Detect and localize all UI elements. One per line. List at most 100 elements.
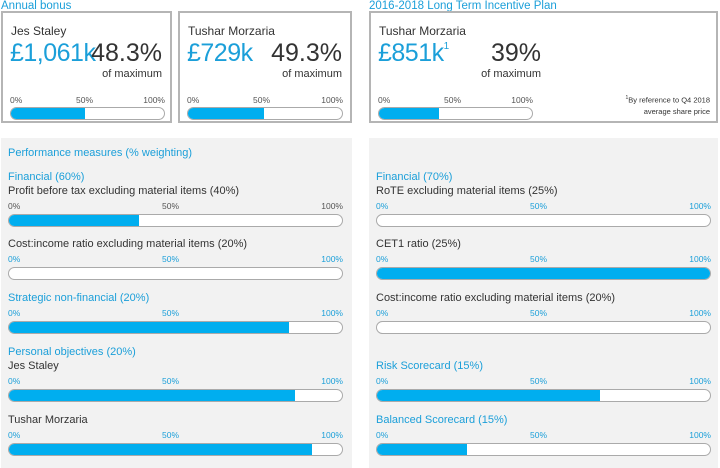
strategic-bar	[8, 321, 343, 334]
cet1-label: CET1 ratio (25%)	[376, 238, 461, 250]
bar-ticks: 0% 50% 100%	[376, 376, 711, 387]
amount-value: £851k	[378, 39, 444, 67]
tick-0: 0%	[8, 201, 21, 211]
card-name: Jes Staley	[11, 24, 67, 38]
percent-of-maximum: 39%	[490, 39, 541, 67]
of-maximum-label: of maximum	[102, 68, 162, 80]
cost-income-bar	[376, 321, 711, 334]
financial-heading: Financial (70%)	[376, 171, 453, 183]
of-maximum-label: of maximum	[481, 68, 541, 80]
tick-0: 0%	[187, 95, 200, 105]
footnote-line-2: average share price	[643, 106, 710, 116]
bar-ticks: 0% 50% 100%	[10, 95, 165, 106]
tick-100: 100%	[321, 376, 343, 386]
tick-100: 100%	[689, 430, 711, 440]
bar-ticks: 0% 50% 100%	[8, 308, 343, 319]
tick-100: 100%	[321, 254, 343, 264]
ltip-card-tushar-morzaria: Tushar Morzaria £851k1 39% of maximum 1B…	[369, 11, 718, 123]
rote-bar	[376, 214, 711, 227]
tick-0: 0%	[8, 308, 21, 318]
progress-fill	[9, 215, 139, 226]
of-maximum-label: of maximum	[282, 68, 342, 80]
progress-bar	[187, 107, 343, 120]
cet1-bar	[376, 267, 711, 280]
strategic-heading: Strategic non-financial (20%)	[8, 292, 150, 304]
tick-100: 100%	[321, 95, 343, 105]
tick-100: 100%	[511, 95, 533, 105]
tick-100: 100%	[689, 376, 711, 386]
cost-income-label: Cost:income ratio excluding material ite…	[8, 238, 248, 250]
tick-50: 50%	[530, 254, 548, 264]
financial-heading: Financial (60%)	[8, 171, 85, 183]
tick-100: 100%	[143, 95, 165, 105]
bar-ticks: 0% 50% 100%	[8, 254, 343, 265]
progress-fill	[11, 108, 85, 119]
tick-50: 50%	[530, 376, 548, 386]
progress-fill	[9, 322, 289, 333]
tick-0: 0%	[8, 376, 21, 386]
tick-50: 50%	[530, 308, 548, 318]
progress-fill	[377, 444, 467, 455]
tick-50: 50%	[76, 95, 94, 105]
annual-bonus-title: Annual bonus	[1, 0, 72, 12]
tick-100: 100%	[689, 254, 711, 264]
bar-ticks: 0% 50% 100%	[8, 430, 343, 441]
tick-50: 50%	[444, 95, 462, 105]
bar-ticks: 0% 50% 100%	[8, 376, 343, 387]
bonus-amount: £729k	[187, 39, 253, 67]
tick-0: 0%	[8, 254, 21, 264]
performance-panel-annual-bonus: Performance measures (% weighting) Finan…	[1, 138, 352, 468]
tick-0: 0%	[376, 308, 389, 318]
jes-staley-bar	[8, 389, 343, 402]
tick-50: 50%	[162, 376, 180, 386]
footnote-marker: 1	[443, 40, 450, 52]
bonus-amount: £1,061k	[10, 39, 96, 67]
footnote-number: 1	[625, 95, 629, 101]
cost-income-bar	[8, 267, 343, 280]
bonus-card-jes-staley: Jes Staley £1,061k 48.3% of maximum 0% 5…	[1, 11, 172, 123]
progress-fill	[188, 108, 264, 119]
percent-of-maximum: 48.3%	[91, 39, 162, 67]
tick-50: 50%	[162, 430, 180, 440]
tick-0: 0%	[376, 201, 389, 211]
card-name: Tushar Morzaria	[379, 24, 466, 38]
tick-0: 0%	[376, 430, 389, 440]
progress-fill	[379, 108, 439, 119]
tick-0: 0%	[376, 376, 389, 386]
tick-50: 50%	[162, 201, 180, 211]
tick-50: 50%	[162, 308, 180, 318]
tick-0: 0%	[376, 254, 389, 264]
percent-of-maximum: 49.3%	[271, 39, 342, 67]
ltip-amount: £851k1	[378, 39, 449, 68]
balanced-scorecard-bar	[376, 443, 711, 456]
rote-label: RoTE excluding material items (25%)	[376, 185, 558, 197]
tick-100: 100%	[321, 201, 343, 211]
balanced-scorecard-heading: Balanced Scorecard (15%)	[376, 414, 508, 426]
progress-fill	[377, 268, 710, 279]
bar-ticks: 0% 50% 100%	[378, 95, 533, 106]
card-name: Tushar Morzaria	[188, 24, 275, 38]
risk-scorecard-bar	[376, 389, 711, 402]
footnote-line-1: By reference to Q4 2018	[628, 95, 710, 105]
tick-100: 100%	[689, 201, 711, 211]
tick-50: 50%	[253, 95, 271, 105]
performance-measures-title: Performance measures (% weighting)	[8, 147, 193, 159]
cost-income-label: Cost:income ratio excluding material ite…	[376, 292, 616, 304]
bar-ticks: 0% 50% 100%	[376, 201, 711, 212]
profit-label: Profit before tax excluding material ite…	[8, 185, 240, 197]
bar-ticks: 0% 50% 100%	[376, 308, 711, 319]
bar-ticks: 0% 50% 100%	[8, 201, 343, 212]
progress-fill	[9, 444, 313, 455]
risk-scorecard-heading: Risk Scorecard (15%)	[376, 360, 483, 372]
tick-50: 50%	[530, 430, 548, 440]
progress-fill	[9, 390, 296, 401]
tick-100: 100%	[321, 308, 343, 318]
performance-panel-ltip: Financial (70%) RoTE excluding material …	[369, 138, 718, 468]
tick-0: 0%	[8, 430, 21, 440]
tushar-morzaria-bar	[8, 443, 343, 456]
tick-50: 50%	[162, 254, 180, 264]
personal-objectives-heading: Personal objectives (20%)	[8, 346, 136, 358]
footnote: 1By reference to Q4 2018 average share p…	[590, 93, 711, 117]
profit-bar	[8, 214, 343, 227]
bar-ticks: 0% 50% 100%	[187, 95, 343, 106]
